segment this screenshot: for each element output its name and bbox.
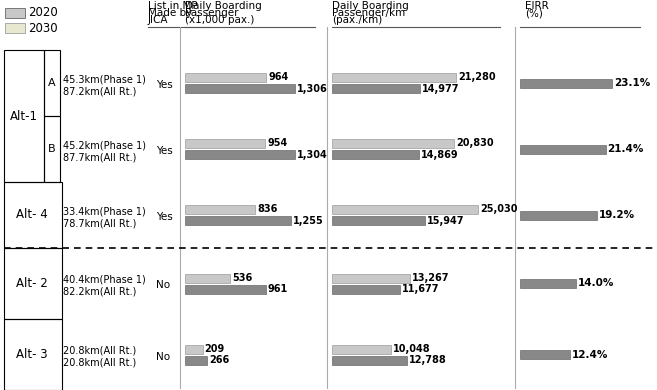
Text: 209: 209	[204, 344, 225, 354]
Text: 266: 266	[210, 355, 230, 365]
Text: Alt-1: Alt-1	[10, 110, 38, 122]
Text: 21.4%: 21.4%	[608, 144, 644, 154]
Bar	[332, 216, 425, 225]
Text: Daily Boarding: Daily Boarding	[185, 1, 261, 11]
Text: 20,830: 20,830	[456, 138, 493, 149]
Text: 45.3km(Phase 1): 45.3km(Phase 1)	[63, 74, 146, 84]
Text: 87.2km(All Rt.): 87.2km(All Rt.)	[63, 86, 137, 96]
Text: 14,869: 14,869	[421, 149, 459, 160]
Bar	[5, 8, 25, 18]
Bar	[185, 150, 295, 159]
Text: 14.0%: 14.0%	[578, 278, 614, 289]
Text: 964: 964	[268, 73, 288, 83]
Text: 82.2km(All Rt.): 82.2km(All Rt.)	[63, 287, 137, 296]
Text: 961: 961	[268, 284, 288, 294]
Text: 78.7km(All Rt.): 78.7km(All Rt.)	[63, 218, 137, 228]
Text: Made by: Made by	[148, 8, 193, 18]
Text: 11,677: 11,677	[402, 284, 440, 294]
Text: JICA: JICA	[148, 15, 168, 25]
Text: 2020: 2020	[28, 7, 58, 20]
Text: 21,280: 21,280	[459, 73, 496, 83]
Bar	[185, 273, 230, 282]
Text: 13,267: 13,267	[411, 273, 449, 283]
Bar	[185, 284, 266, 294]
Text: 1,304: 1,304	[297, 149, 328, 160]
Bar	[332, 273, 409, 282]
Text: (pax./km): (pax./km)	[332, 15, 382, 25]
Text: 20.8km(All Rt.): 20.8km(All Rt.)	[63, 358, 136, 367]
Text: No: No	[156, 351, 170, 362]
Text: Alt- 2: Alt- 2	[16, 277, 48, 290]
Text: B: B	[48, 144, 56, 154]
Text: Alt- 3: Alt- 3	[16, 348, 48, 361]
Text: 14,977: 14,977	[422, 83, 459, 94]
Text: Yes: Yes	[156, 80, 173, 90]
Text: 20.8km(All Rt.): 20.8km(All Rt.)	[63, 346, 136, 356]
Text: Passenger: Passenger	[185, 8, 238, 18]
Bar	[520, 78, 612, 87]
Bar	[332, 150, 419, 159]
Bar	[332, 344, 391, 353]
Bar	[520, 350, 570, 359]
Text: 23.1%: 23.1%	[614, 78, 650, 88]
Bar	[332, 84, 420, 93]
Text: A: A	[48, 78, 56, 88]
Text: 10,048: 10,048	[393, 344, 430, 354]
Text: 40.4km(Phase 1): 40.4km(Phase 1)	[63, 275, 146, 284]
Text: 12,788: 12,788	[409, 355, 447, 365]
Text: 536: 536	[232, 273, 252, 283]
Bar	[4, 50, 44, 182]
Bar	[332, 356, 407, 365]
Bar	[185, 356, 208, 365]
Text: 1,306: 1,306	[297, 83, 328, 94]
Bar	[4, 319, 62, 390]
Text: Passenger/km: Passenger/km	[332, 8, 405, 18]
Bar	[185, 344, 202, 353]
Bar	[332, 284, 400, 294]
Bar	[332, 205, 478, 214]
Bar	[520, 145, 606, 154]
Bar	[332, 73, 457, 82]
Bar	[185, 139, 265, 148]
Bar	[44, 116, 60, 182]
Text: 12.4%: 12.4%	[572, 349, 608, 360]
Bar	[5, 23, 25, 33]
Text: Daily Boarding: Daily Boarding	[332, 1, 409, 11]
Text: EIRR: EIRR	[525, 1, 549, 11]
Bar	[520, 279, 576, 288]
Text: (%): (%)	[525, 8, 543, 18]
Text: 954: 954	[267, 138, 288, 149]
Bar	[185, 84, 295, 93]
Text: Yes: Yes	[156, 146, 173, 156]
Text: Yes: Yes	[156, 212, 173, 222]
Bar	[332, 139, 454, 148]
Bar	[4, 182, 62, 248]
Text: 15,947: 15,947	[427, 216, 464, 225]
Text: 836: 836	[258, 204, 278, 215]
Text: 2030: 2030	[28, 21, 58, 34]
Text: 1,255: 1,255	[293, 216, 323, 225]
Bar	[185, 73, 266, 82]
Text: List in MP: List in MP	[148, 1, 198, 11]
Text: No: No	[156, 280, 170, 291]
Bar	[44, 50, 60, 116]
Text: (x1,000 pax.): (x1,000 pax.)	[185, 15, 254, 25]
Text: Alt- 4: Alt- 4	[16, 209, 48, 222]
Bar	[520, 211, 597, 220]
Bar	[185, 205, 256, 214]
Text: 25,030: 25,030	[480, 204, 518, 215]
Bar	[185, 216, 291, 225]
Bar	[4, 248, 62, 319]
Text: 19.2%: 19.2%	[599, 210, 635, 220]
Text: 87.7km(All Rt.): 87.7km(All Rt.)	[63, 152, 137, 162]
Text: 45.2km(Phase 1): 45.2km(Phase 1)	[63, 140, 146, 150]
Text: 33.4km(Phase 1): 33.4km(Phase 1)	[63, 206, 146, 216]
